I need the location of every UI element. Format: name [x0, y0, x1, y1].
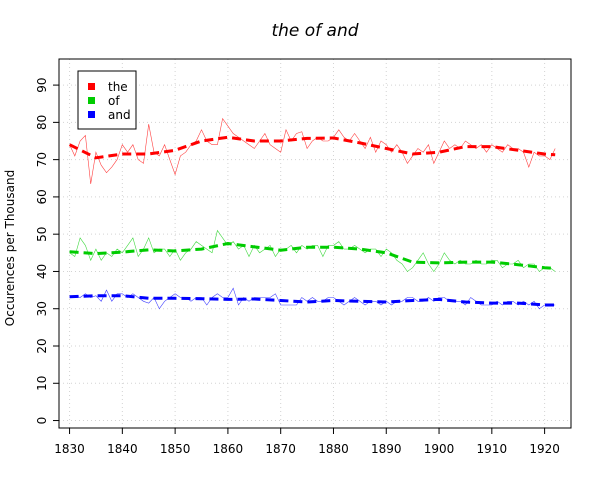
y-tick-label: 80	[35, 115, 49, 130]
series-layer	[68, 117, 556, 310]
y-tick-label: 0	[35, 417, 49, 425]
series-raw-the	[69, 117, 556, 184]
legend-box	[77, 70, 137, 130]
legend-swatch-and	[88, 111, 95, 118]
x-tick-label: 1860	[213, 442, 244, 456]
plot-frame	[58, 58, 572, 429]
series-smooth-the	[68, 135, 556, 160]
x-tick-label: 1830	[54, 442, 85, 456]
y-tick-label: 50	[35, 227, 49, 242]
legend-swatch-of	[88, 97, 95, 104]
x-tick-label: 1920	[529, 442, 560, 456]
x-tick-label: 1840	[107, 442, 138, 456]
y-tick-label: 10	[35, 376, 49, 391]
legend-label-of: of	[108, 94, 120, 108]
x-tick-label: 1910	[477, 442, 508, 456]
x-tick-label: 1900	[424, 442, 455, 456]
series-smooth-of	[69, 242, 556, 270]
x-tick-label: 1880	[318, 442, 349, 456]
y-tick-label: 40	[35, 264, 49, 279]
legend-swatch-the	[88, 83, 95, 90]
y-tick-label: 30	[35, 301, 49, 316]
legend-label-the: the	[108, 80, 128, 94]
series-raw-and	[69, 287, 556, 310]
x-tick-label: 1850	[160, 442, 191, 456]
y-tick-label: 20	[35, 338, 49, 353]
y-tick-label: 70	[35, 152, 49, 167]
x-tick-label: 1890	[371, 442, 402, 456]
chart-title: the of and	[271, 21, 358, 41]
y-axis-label: Occurences per Thousand	[3, 170, 17, 326]
axes: 1830 1840 1850 1860 1870 1880 1890 1900 1910 1920…	[35, 58, 572, 456]
x-tick-label: 1870	[265, 442, 296, 456]
y-tick-label: 60	[35, 189, 49, 204]
y-tick-label: 90	[35, 77, 49, 92]
legend-label-and: and	[108, 108, 131, 122]
